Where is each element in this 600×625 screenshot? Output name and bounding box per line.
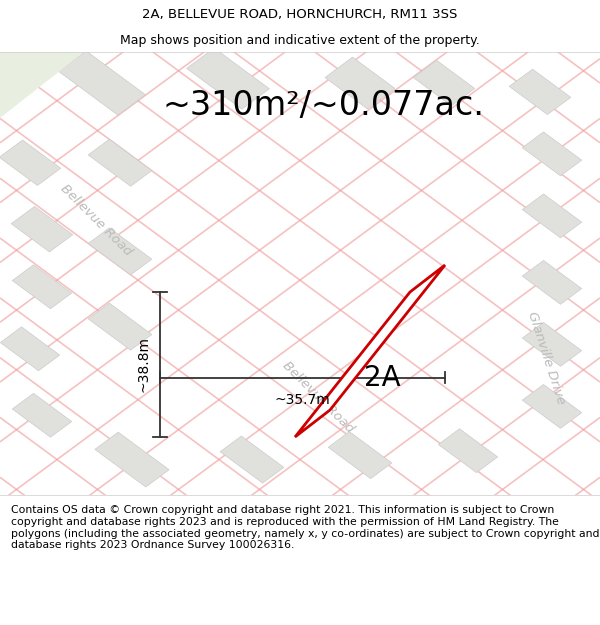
Polygon shape [13, 393, 71, 437]
Polygon shape [439, 429, 497, 472]
Polygon shape [220, 436, 284, 483]
Text: 2A, BELLEVUE ROAD, HORNCHURCH, RM11 3SS: 2A, BELLEVUE ROAD, HORNCHURCH, RM11 3SS [142, 8, 458, 21]
Polygon shape [187, 48, 269, 109]
Text: Bellevue Road: Bellevue Road [280, 359, 356, 436]
Text: ~35.7m: ~35.7m [275, 392, 331, 407]
Polygon shape [95, 432, 169, 487]
Text: 2A: 2A [364, 364, 400, 392]
Polygon shape [11, 206, 73, 252]
Text: ~310m²/~0.077ac.: ~310m²/~0.077ac. [163, 89, 485, 122]
Polygon shape [523, 384, 581, 428]
Polygon shape [295, 265, 445, 437]
Polygon shape [88, 139, 152, 186]
Polygon shape [88, 303, 152, 350]
Text: Glanville Drive: Glanville Drive [525, 309, 567, 406]
Text: ~38.8m: ~38.8m [136, 336, 151, 392]
Text: Contains OS data © Crown copyright and database right 2021. This information is : Contains OS data © Crown copyright and d… [11, 506, 599, 550]
Polygon shape [88, 228, 152, 275]
Text: Map shows position and indicative extent of the property.: Map shows position and indicative extent… [120, 34, 480, 47]
Polygon shape [523, 261, 581, 304]
Polygon shape [509, 69, 571, 114]
Polygon shape [328, 432, 392, 479]
Polygon shape [59, 51, 145, 115]
Polygon shape [0, 52, 84, 119]
Polygon shape [523, 322, 581, 366]
Polygon shape [523, 194, 581, 238]
Polygon shape [0, 140, 61, 186]
Polygon shape [13, 265, 71, 309]
Polygon shape [1, 327, 59, 371]
Polygon shape [413, 60, 475, 106]
Text: Bellevue Road: Bellevue Road [58, 182, 134, 259]
Polygon shape [325, 57, 395, 109]
Polygon shape [523, 132, 581, 176]
